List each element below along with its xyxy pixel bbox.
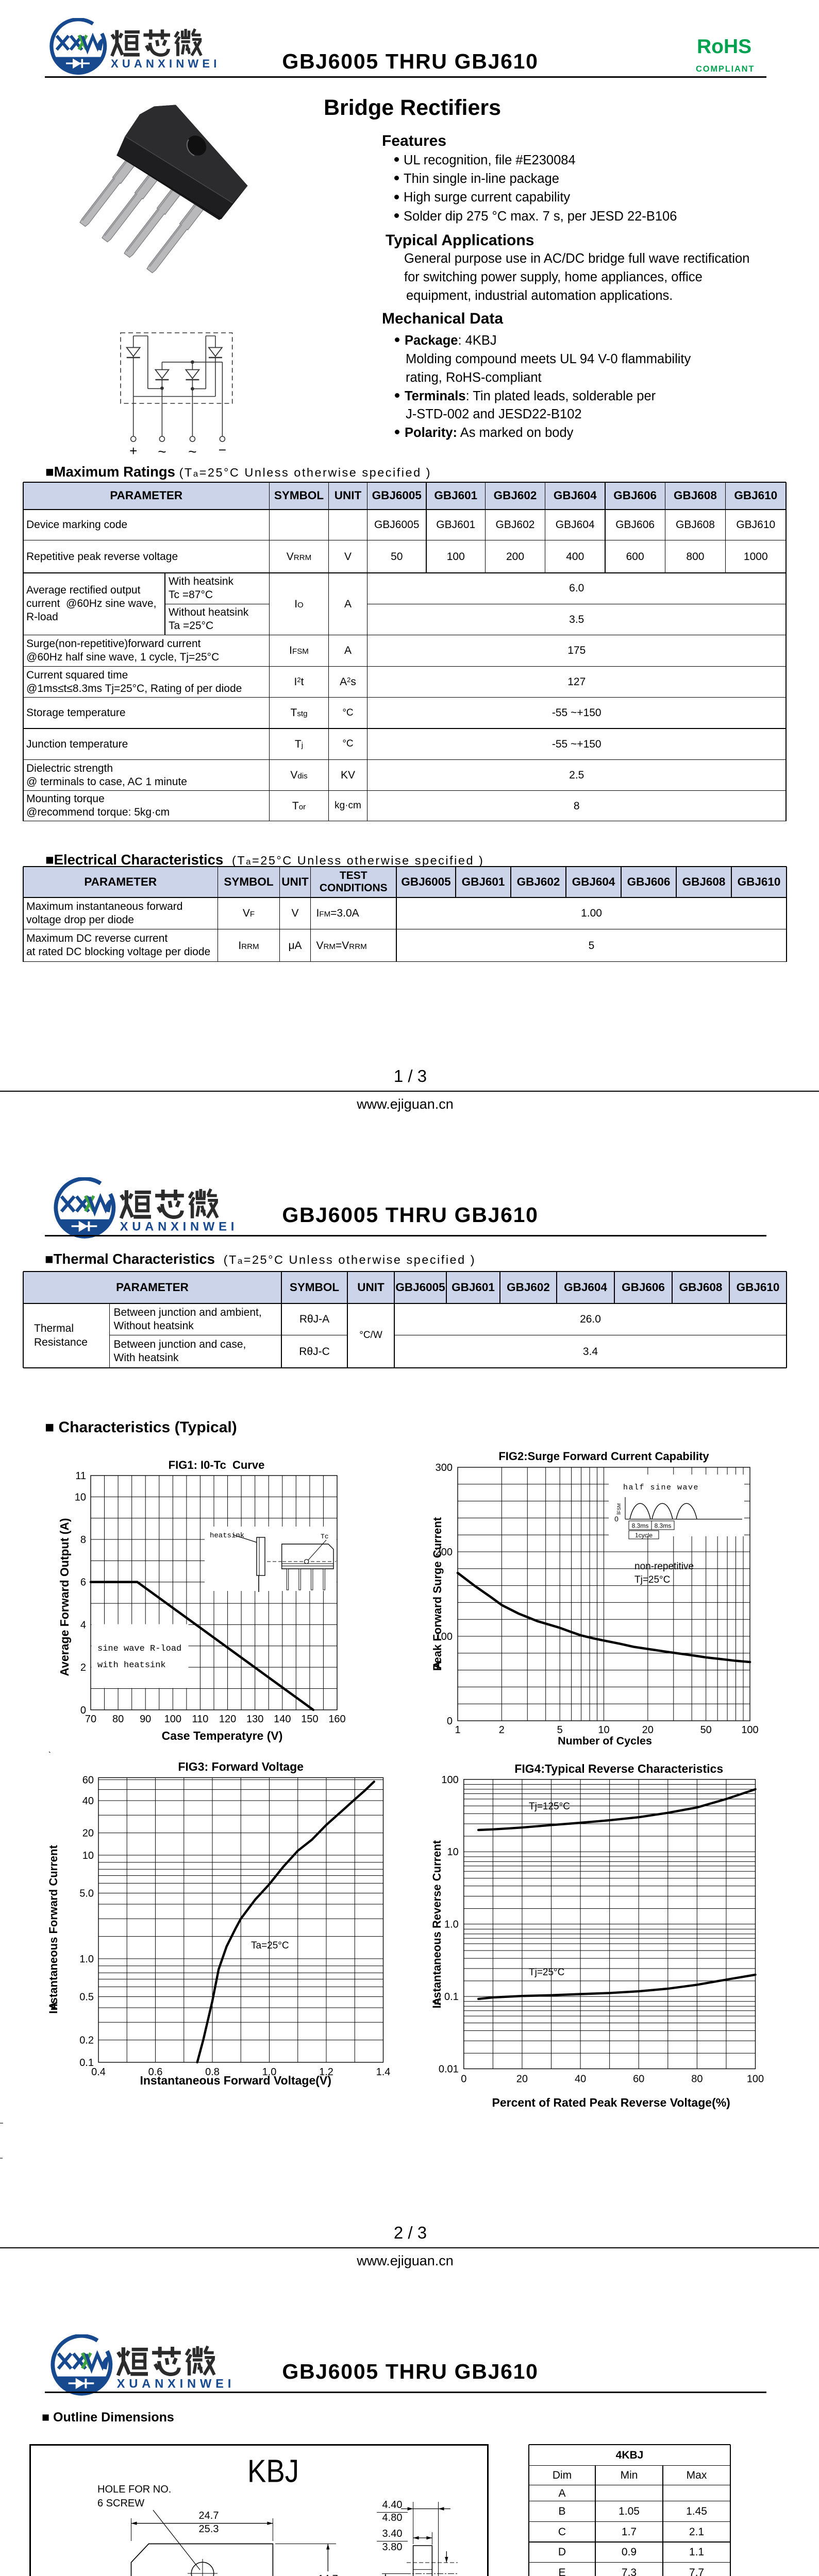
svg-text:20: 20 xyxy=(82,1828,94,1839)
svg-text:FIG2:Surge Forward Current Cap: FIG2:Surge Forward Current Capability xyxy=(498,1450,709,1463)
svg-text:A: A xyxy=(430,1997,443,2006)
svg-text:60: 60 xyxy=(82,1774,94,1786)
svg-text:Number of Cycles: Number of Cycles xyxy=(558,1735,652,1747)
svg-text:100: 100 xyxy=(436,1631,453,1642)
svg-text:1.0: 1.0 xyxy=(444,1919,459,1930)
svg-text:sine wave R-load: sine wave R-load xyxy=(97,1644,181,1654)
svg-text:FIG4:Typical Reverse Character: FIG4:Typical Reverse Characteristics xyxy=(514,1762,723,1775)
svg-text:100: 100 xyxy=(741,1724,758,1736)
svg-text:Tj=25°C: Tj=25°C xyxy=(529,1967,564,1978)
svg-text:300: 300 xyxy=(436,1462,453,1473)
svg-text:heatsink: heatsink xyxy=(210,1532,244,1540)
svg-text:non-repetitive: non-repetitive xyxy=(634,1561,694,1572)
svg-text:1.4: 1.4 xyxy=(376,2066,391,2078)
svg-text:20: 20 xyxy=(516,2074,528,2085)
svg-text:Case Temperatyre (V): Case Temperatyre (V) xyxy=(162,1729,283,1742)
svg-text:1: 1 xyxy=(455,1724,460,1736)
svg-text:1.0: 1.0 xyxy=(262,2066,277,2078)
svg-text:40: 40 xyxy=(575,2074,586,2085)
svg-text:140: 140 xyxy=(274,1714,291,1725)
svg-text:4: 4 xyxy=(80,1619,86,1631)
svg-text:1cycle: 1cycle xyxy=(635,1532,653,1539)
svg-text:FIG3: Forward Voltage: FIG3: Forward Voltage xyxy=(178,1760,304,1773)
svg-text:0.01: 0.01 xyxy=(439,2064,459,2075)
svg-text:half sine wave: half sine wave xyxy=(623,1483,699,1492)
svg-text:0.1: 0.1 xyxy=(444,1991,459,2003)
svg-text:Tj=125°C: Tj=125°C xyxy=(529,1801,570,1812)
svg-text:0: 0 xyxy=(447,1716,453,1727)
svg-text:Average Forward Output (A): Average Forward Output (A) xyxy=(58,1518,71,1676)
svg-text:5.0: 5.0 xyxy=(79,1888,94,1900)
svg-text:0.8: 0.8 xyxy=(205,2066,220,2078)
svg-text:XUANXINWEI: XUANXINWEI xyxy=(120,1220,239,1234)
svg-text:160: 160 xyxy=(328,1714,345,1725)
svg-text:A: A xyxy=(431,1661,444,1669)
svg-text:120: 120 xyxy=(219,1714,236,1725)
svg-text:1.2: 1.2 xyxy=(319,2066,333,2078)
svg-text:60: 60 xyxy=(633,2074,644,2085)
svg-text:XUANXINWEI: XUANXINWEI xyxy=(117,2377,236,2391)
svg-text:IFSM: IFSM xyxy=(616,1503,622,1515)
svg-text:50: 50 xyxy=(700,1724,712,1736)
svg-text:KBJ: KBJ xyxy=(247,2454,299,2489)
svg-text:10: 10 xyxy=(447,1846,459,1858)
svg-text:0.1: 0.1 xyxy=(79,2057,94,2069)
svg-text:−: − xyxy=(219,442,226,457)
svg-text:0: 0 xyxy=(461,2074,466,2085)
svg-text:110: 110 xyxy=(192,1714,208,1725)
svg-text:0.5: 0.5 xyxy=(79,1992,94,2003)
svg-text:Percent of Rated Peak Reverse: Percent of Rated Peak Reverse Voltage(%) xyxy=(492,2096,730,2109)
svg-text:40: 40 xyxy=(82,1795,94,1807)
svg-text:20: 20 xyxy=(642,1724,654,1736)
svg-text:`: ` xyxy=(47,1752,51,1762)
svg-text:Ta=25°C: Ta=25°C xyxy=(251,1940,289,1951)
svg-text:Instantaneous Forward Voltage(: Instantaneous Forward Voltage(V) xyxy=(140,2074,331,2087)
svg-text:130: 130 xyxy=(246,1714,263,1725)
svg-text:8.3ms: 8.3ms xyxy=(655,1522,672,1530)
svg-text:Tj=25°C: Tj=25°C xyxy=(634,1574,670,1585)
svg-text:0.2: 0.2 xyxy=(79,2035,94,2046)
svg-text:5: 5 xyxy=(557,1724,563,1736)
svg-text:8: 8 xyxy=(80,1534,86,1546)
svg-text:2: 2 xyxy=(499,1724,505,1736)
svg-text:0.6: 0.6 xyxy=(148,2066,163,2078)
svg-text:70: 70 xyxy=(85,1714,96,1725)
svg-text:~: ~ xyxy=(188,444,196,460)
svg-text:1.0: 1.0 xyxy=(79,1954,94,1965)
svg-text:Instantaneous Reverse Current: Instantaneous Reverse Current xyxy=(430,1840,443,2008)
svg-text:100: 100 xyxy=(747,2074,764,2085)
svg-text:with heatsink: with heatsink xyxy=(97,1660,166,1670)
svg-text:10: 10 xyxy=(82,1850,94,1861)
svg-text:80: 80 xyxy=(691,2074,703,2085)
svg-text:150: 150 xyxy=(301,1714,318,1725)
svg-text:Tc: Tc xyxy=(321,1533,329,1540)
svg-text:10: 10 xyxy=(598,1724,609,1736)
svg-text:FIG1: I0-Tc Curve: FIG1: I0-Tc Curve xyxy=(169,1459,265,1471)
svg-text:100: 100 xyxy=(164,1714,181,1725)
svg-text:80: 80 xyxy=(112,1714,124,1725)
svg-text:Instantaneous Forward Current: Instantaneous Forward Current xyxy=(47,1845,60,2014)
svg-text:XUANXINWEI: XUANXINWEI xyxy=(111,57,221,70)
svg-text:~: ~ xyxy=(158,444,166,460)
svg-text:11: 11 xyxy=(75,1470,86,1482)
svg-text:100: 100 xyxy=(441,1774,458,1786)
svg-text:10: 10 xyxy=(75,1492,86,1503)
svg-text:Peak Forward Surge Current: Peak Forward Surge Current xyxy=(431,1517,444,1671)
svg-text:90: 90 xyxy=(140,1714,151,1725)
svg-text:200: 200 xyxy=(436,1547,453,1558)
svg-text:2: 2 xyxy=(80,1662,86,1673)
svg-text:8.3ms: 8.3ms xyxy=(632,1522,649,1530)
svg-text:+: + xyxy=(129,443,137,459)
svg-text:6: 6 xyxy=(80,1577,86,1588)
svg-text:0: 0 xyxy=(80,1705,86,1716)
svg-text:A: A xyxy=(47,2002,60,2010)
svg-text:0: 0 xyxy=(614,1515,619,1523)
svg-text:0.4: 0.4 xyxy=(91,2066,106,2078)
